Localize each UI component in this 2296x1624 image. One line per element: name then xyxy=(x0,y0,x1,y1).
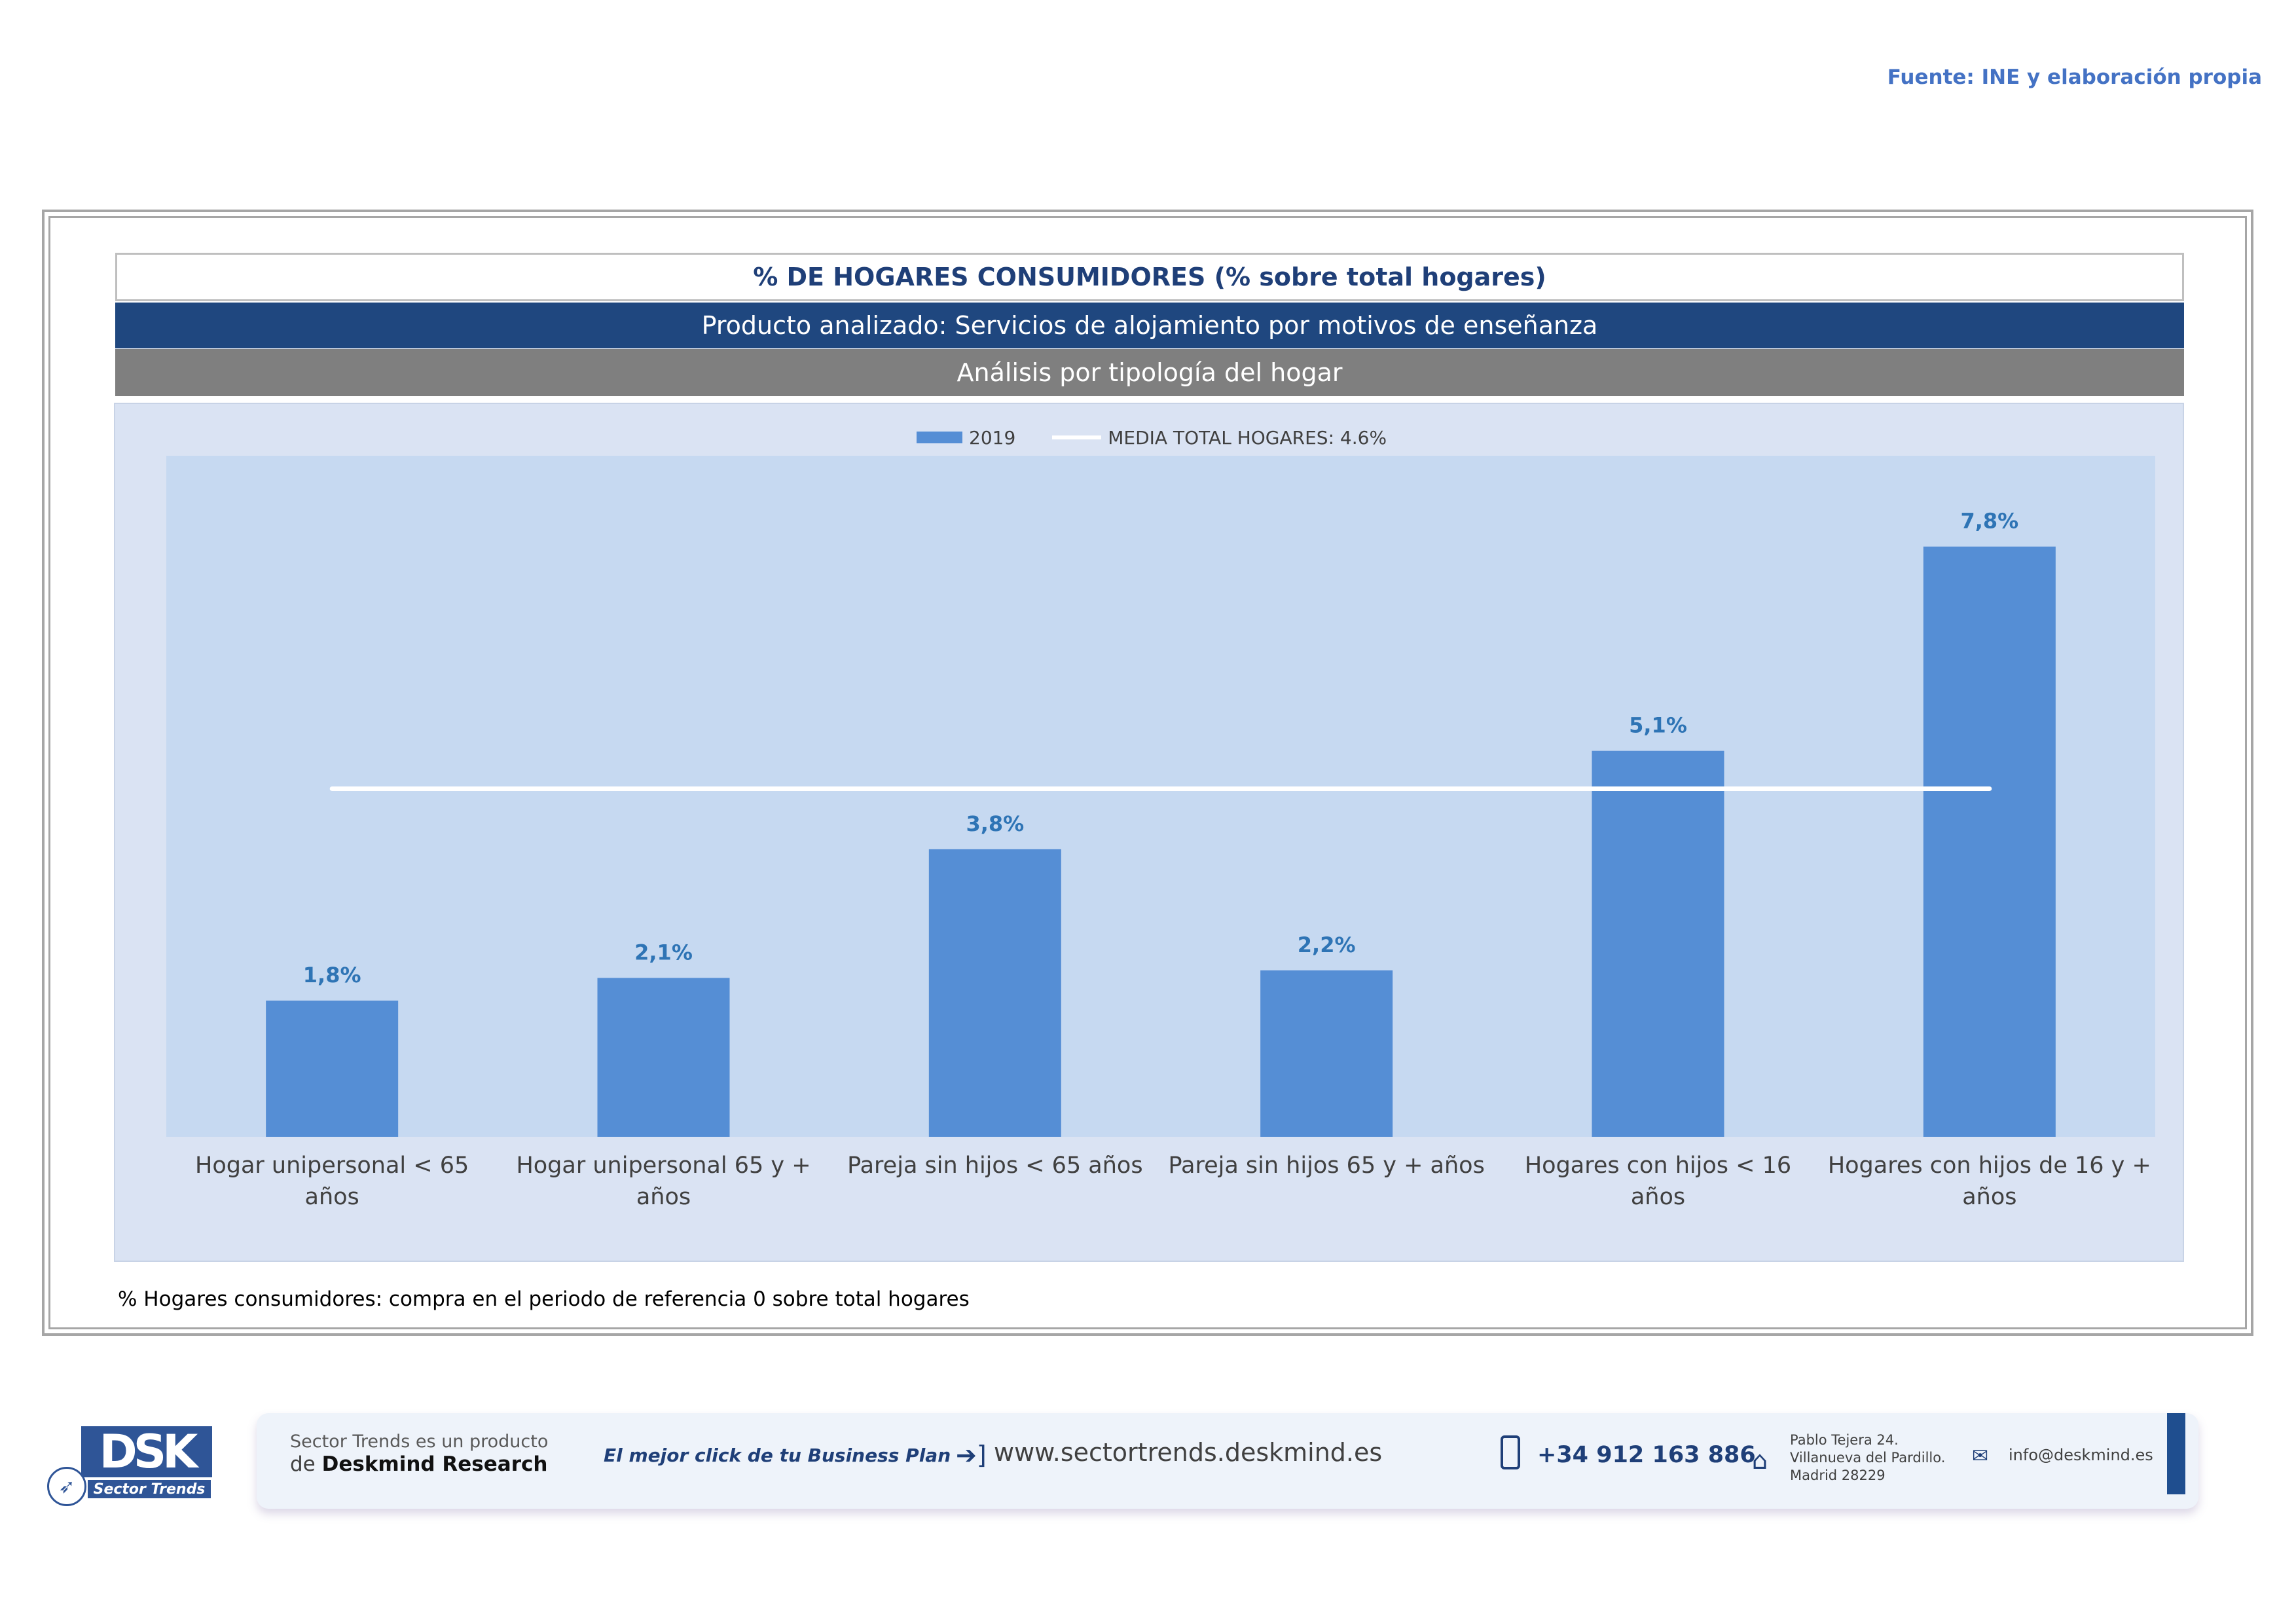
data-label-6: 7,8% xyxy=(1960,509,2018,534)
data-label-5: 5,1% xyxy=(1629,713,1687,738)
bar-2 xyxy=(597,978,730,1137)
footer-banner xyxy=(257,1413,2198,1509)
legend-line-label: MEDIA TOTAL HOGARES: 4.6% xyxy=(1108,426,1387,449)
bar-6 xyxy=(1923,546,2056,1137)
plot-area xyxy=(166,456,2155,1137)
category-label-1: Hogar unipersonal < 65 años xyxy=(195,1153,469,1210)
source-note: Fuente: INE y elaboración propia xyxy=(1887,65,2262,89)
footnote: % Hogares consumidores: compra en el per… xyxy=(118,1287,970,1311)
outer-frame xyxy=(42,210,2253,1336)
phone-number[interactable]: +34 912 163 886 xyxy=(1537,1442,1756,1468)
category-label-6: Hogares con hijos de 16 y + años xyxy=(1827,1153,2151,1210)
data-label-1: 1,8% xyxy=(303,963,361,987)
category-label-3: Pareja sin hijos < 65 años xyxy=(847,1153,1143,1179)
tagline-prefix: de xyxy=(290,1452,316,1476)
category-label-4: Pareja sin hijos 65 y + años xyxy=(1168,1153,1485,1179)
slogan: El mejor click de tu Business Plan xyxy=(604,1445,951,1466)
legend-bar-swatch xyxy=(917,432,962,443)
bar-3 xyxy=(928,849,1061,1137)
chart-title: % DE HOGARES CONSUMIDORES (% sobre total… xyxy=(115,253,2184,301)
dsk-logo: DSK Sector Trends ➶ xyxy=(47,1425,217,1506)
product-header: Producto analizado: Servicios de alojami… xyxy=(115,303,2184,348)
tagline-line-1: Sector Trends es un producto xyxy=(290,1431,549,1452)
legend-bar-label: 2019 xyxy=(969,426,1016,449)
address-line-3: Madrid 28229 xyxy=(1790,1467,1886,1483)
mail-icon: ✉ xyxy=(1972,1445,1989,1467)
website-link[interactable]: www.sectortrends.deskmind.es xyxy=(994,1438,1383,1467)
logo-subtitle: Sector Trends xyxy=(88,1480,211,1498)
bar-5 xyxy=(1592,750,1724,1137)
logo-mark: DSK xyxy=(81,1425,212,1479)
address-line-2: Villanueva del Pardillo. xyxy=(1790,1450,1946,1466)
email-link[interactable]: info@deskmind.es xyxy=(2009,1446,2153,1464)
tagline-brand: Deskmind Research xyxy=(321,1452,548,1476)
legend-line-swatch xyxy=(1052,435,1102,439)
data-label-3: 3,8% xyxy=(966,811,1024,836)
banner-accent-strip xyxy=(2167,1413,2185,1494)
category-label-2: Hogar unipersonal 65 y + años xyxy=(516,1153,811,1210)
bar-1 xyxy=(266,1001,399,1137)
rocket-icon: ➶ xyxy=(47,1467,86,1506)
category-label-5: Hogares con hijos < 16 años xyxy=(1524,1153,1792,1210)
bar-4 xyxy=(1260,970,1393,1137)
inner-frame xyxy=(48,216,2247,1329)
phone-icon xyxy=(1501,1435,1520,1469)
tagline-line-2: de Deskmind Research xyxy=(290,1452,547,1476)
arrow-right-icon: ➔] xyxy=(956,1441,987,1469)
analysis-header: Análisis por tipología del hogar xyxy=(115,349,2184,396)
legend: 2019 MEDIA TOTAL HOGARES: 4.6% xyxy=(917,426,1387,449)
home-icon: ⌂ xyxy=(1752,1446,1768,1475)
data-label-2: 2,1% xyxy=(634,940,693,965)
data-label-4: 2,2% xyxy=(1298,932,1356,957)
address: Pablo Tejera 24. Villanueva del Pardillo… xyxy=(1790,1431,1945,1485)
address-line-1: Pablo Tejera 24. xyxy=(1790,1432,1899,1448)
